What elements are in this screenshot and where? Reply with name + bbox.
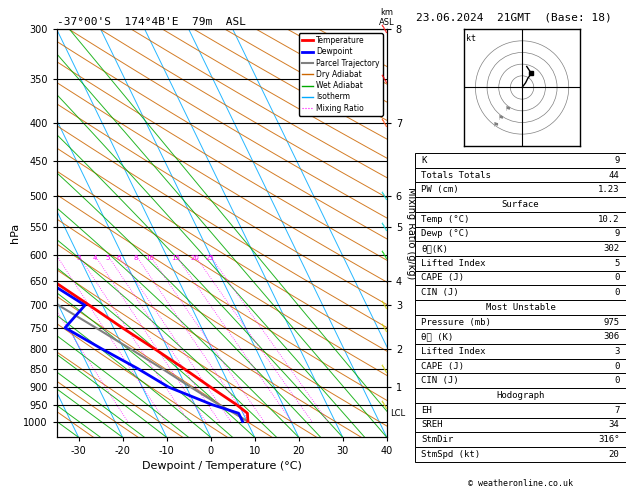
Text: 10.2: 10.2 — [598, 215, 620, 224]
Text: LCL: LCL — [390, 409, 405, 418]
Y-axis label: hPa: hPa — [10, 223, 20, 243]
Bar — [415, 271, 626, 285]
Text: PW (cm): PW (cm) — [421, 185, 459, 194]
Bar — [415, 168, 626, 182]
Bar — [415, 344, 626, 359]
Text: /: / — [381, 75, 391, 84]
Text: 3: 3 — [614, 347, 620, 356]
Text: K: K — [421, 156, 427, 165]
Text: 1.23: 1.23 — [598, 185, 620, 194]
Text: 15: 15 — [171, 255, 180, 261]
Text: 0: 0 — [614, 288, 620, 297]
Bar — [415, 388, 626, 403]
Bar — [415, 330, 626, 344]
Bar — [415, 153, 626, 168]
Text: 10: 10 — [145, 255, 154, 261]
Text: Temp (°C): Temp (°C) — [421, 215, 470, 224]
Bar — [415, 182, 626, 197]
Bar — [415, 197, 626, 212]
Text: CAPE (J): CAPE (J) — [421, 362, 464, 371]
Text: 975: 975 — [603, 317, 620, 327]
Text: 0: 0 — [614, 362, 620, 371]
Text: 5: 5 — [106, 255, 109, 261]
Text: Surface: Surface — [502, 200, 539, 209]
Text: 0: 0 — [614, 376, 620, 385]
Bar — [415, 447, 626, 462]
Text: /: / — [381, 300, 391, 310]
Legend: Temperature, Dewpoint, Parcel Trajectory, Dry Adiabat, Wet Adiabat, Isotherm, Mi: Temperature, Dewpoint, Parcel Trajectory… — [299, 33, 383, 116]
Text: /: / — [381, 24, 391, 34]
Text: 4: 4 — [92, 255, 97, 261]
Text: km
ASL: km ASL — [379, 8, 394, 27]
Text: CAPE (J): CAPE (J) — [421, 274, 464, 282]
Text: /: / — [381, 191, 391, 200]
Text: EH: EH — [421, 406, 432, 415]
Text: kt: kt — [466, 34, 476, 43]
Text: Pressure (mb): Pressure (mb) — [421, 317, 491, 327]
Text: θᴇ(K): θᴇ(K) — [421, 244, 448, 253]
Text: 8: 8 — [133, 255, 138, 261]
Bar — [415, 226, 626, 241]
Text: 5: 5 — [614, 259, 620, 268]
Text: 20: 20 — [190, 255, 199, 261]
Text: /: / — [381, 323, 391, 332]
Text: Lifted Index: Lifted Index — [421, 259, 486, 268]
Text: 6: 6 — [116, 255, 121, 261]
Text: StmSpd (kt): StmSpd (kt) — [421, 450, 481, 459]
Text: 3: 3 — [76, 255, 81, 261]
Text: /: / — [381, 400, 391, 410]
Text: 316°: 316° — [598, 435, 620, 444]
Text: 25: 25 — [205, 255, 214, 261]
Y-axis label: Mixing Ratio (g/kg): Mixing Ratio (g/kg) — [406, 187, 416, 279]
Text: ⚑: ⚑ — [493, 122, 499, 128]
Text: © weatheronline.co.uk: © weatheronline.co.uk — [468, 479, 573, 486]
Bar — [415, 417, 626, 432]
Bar — [415, 285, 626, 300]
Bar — [415, 212, 626, 226]
X-axis label: Dewpoint / Temperature (°C): Dewpoint / Temperature (°C) — [142, 461, 302, 470]
Text: CIN (J): CIN (J) — [421, 288, 459, 297]
Text: Totals Totals: Totals Totals — [421, 171, 491, 180]
Text: 20: 20 — [609, 450, 620, 459]
Text: Most Unstable: Most Unstable — [486, 303, 555, 312]
Text: 9: 9 — [614, 229, 620, 239]
Text: 0: 0 — [614, 274, 620, 282]
Bar — [415, 300, 626, 315]
Text: Lifted Index: Lifted Index — [421, 347, 486, 356]
Bar — [415, 315, 626, 330]
Text: 302: 302 — [603, 244, 620, 253]
Text: CIN (J): CIN (J) — [421, 376, 459, 385]
Text: /: / — [381, 250, 391, 260]
Bar — [415, 256, 626, 271]
Text: SREH: SREH — [421, 420, 443, 429]
Bar — [415, 241, 626, 256]
Text: /: / — [381, 222, 391, 231]
Text: /: / — [381, 364, 391, 373]
Text: Dewp (°C): Dewp (°C) — [421, 229, 470, 239]
Text: ⚑: ⚑ — [505, 106, 511, 112]
Text: -37°00'S  174°4B'E  79m  ASL: -37°00'S 174°4B'E 79m ASL — [57, 17, 245, 27]
Bar — [415, 359, 626, 373]
Bar — [415, 432, 626, 447]
Bar — [415, 373, 626, 388]
Text: θᴇ (K): θᴇ (K) — [421, 332, 454, 341]
Bar — [415, 403, 626, 417]
Text: 7: 7 — [614, 406, 620, 415]
Text: /: / — [381, 118, 391, 128]
Text: StmDir: StmDir — [421, 435, 454, 444]
Text: 9: 9 — [614, 156, 620, 165]
Text: 306: 306 — [603, 332, 620, 341]
Text: 34: 34 — [609, 420, 620, 429]
Text: ⚑: ⚑ — [498, 115, 504, 121]
Text: Hodograph: Hodograph — [496, 391, 545, 400]
Text: 44: 44 — [609, 171, 620, 180]
Text: 23.06.2024  21GMT  (Base: 18): 23.06.2024 21GMT (Base: 18) — [416, 12, 612, 22]
